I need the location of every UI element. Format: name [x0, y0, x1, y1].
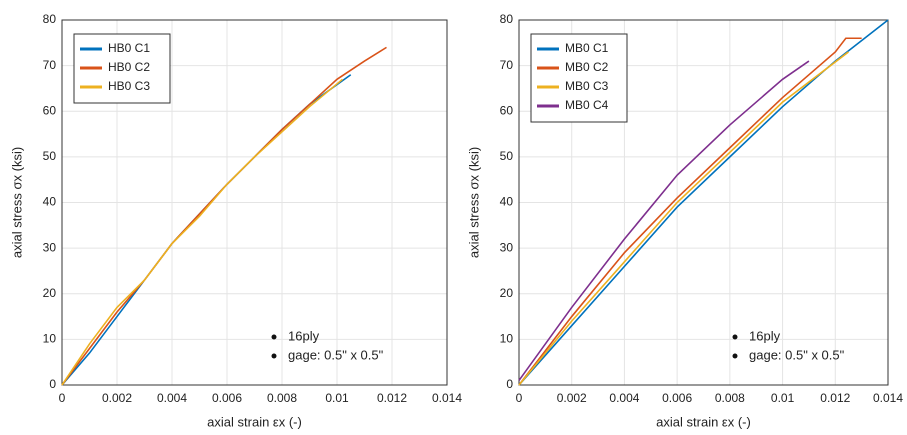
- x-tick-label: 0.014: [432, 391, 462, 405]
- annotation: gage: 0.5" x 0.5": [749, 347, 845, 362]
- data-line: [518, 37, 862, 386]
- y-tick-label: 20: [43, 286, 57, 300]
- bullet: [732, 334, 738, 340]
- x-tick-label: 0.012: [377, 391, 407, 405]
- legend-label: HB0 C2: [108, 60, 150, 74]
- bullet: [271, 353, 277, 359]
- y-tick-label: 10: [43, 332, 57, 346]
- legend-label: HB0 C3: [108, 79, 150, 93]
- x-axis-label: axial strain εx (-): [207, 414, 302, 429]
- bullet: [271, 334, 277, 340]
- plot-frame: [61, 19, 448, 386]
- x-tick-label: 0.008: [715, 391, 745, 405]
- x-tick-label: 0: [516, 391, 523, 405]
- plot-frame: [518, 19, 889, 386]
- annotation: 16ply: [288, 328, 320, 343]
- data-line: [518, 60, 810, 381]
- y-axis-label: axial stress σx (ksi): [466, 147, 481, 258]
- x-tick-label: 0.004: [609, 391, 639, 405]
- y-axis-label: axial stress σx (ksi): [9, 147, 24, 258]
- x-tick-label: 0.002: [557, 391, 587, 405]
- x-tick-label: 0.01: [771, 391, 795, 405]
- y-tick-label: 50: [500, 149, 514, 163]
- legend-label: HB0 C1: [108, 41, 150, 55]
- x-tick-label: 0.008: [267, 391, 297, 405]
- y-tick-label: 20: [500, 286, 514, 300]
- y-tick-label: 30: [500, 240, 514, 254]
- y-tick-label: 70: [43, 58, 57, 72]
- data-line: [61, 78, 344, 386]
- y-tick-label: 40: [500, 195, 514, 209]
- y-tick-label: 80: [43, 12, 57, 26]
- annotation: 16ply: [749, 328, 781, 343]
- y-tick-label: 80: [500, 12, 514, 26]
- y-tick-label: 10: [500, 332, 514, 346]
- y-tick-label: 30: [43, 240, 57, 254]
- bullet: [732, 353, 738, 359]
- legend-label: MB0 C1: [565, 41, 609, 55]
- x-tick-label: 0.006: [212, 391, 242, 405]
- y-tick-label: 50: [43, 149, 57, 163]
- data-line: [518, 51, 849, 386]
- y-tick-label: 40: [43, 195, 57, 209]
- legend-label: MB0 C4: [565, 98, 609, 112]
- legend-label: MB0 C2: [565, 60, 609, 74]
- x-tick-label: 0.012: [820, 391, 850, 405]
- x-tick-label: 0.006: [662, 391, 692, 405]
- y-tick-label: 70: [500, 58, 514, 72]
- legend-label: MB0 C3: [565, 79, 609, 93]
- y-tick-label: 60: [43, 103, 57, 117]
- y-tick-label: 60: [500, 103, 514, 117]
- x-tick-label: 0.004: [157, 391, 187, 405]
- annotation: gage: 0.5" x 0.5": [288, 347, 384, 362]
- y-tick-label: 0: [506, 377, 513, 391]
- x-tick-label: 0.002: [102, 391, 132, 405]
- x-axis-label: axial strain εx (-): [656, 414, 751, 429]
- x-tick-label: 0.01: [325, 391, 349, 405]
- x-tick-label: 0.014: [873, 391, 903, 405]
- x-tick-label: 0: [59, 391, 66, 405]
- y-tick-label: 0: [49, 377, 56, 391]
